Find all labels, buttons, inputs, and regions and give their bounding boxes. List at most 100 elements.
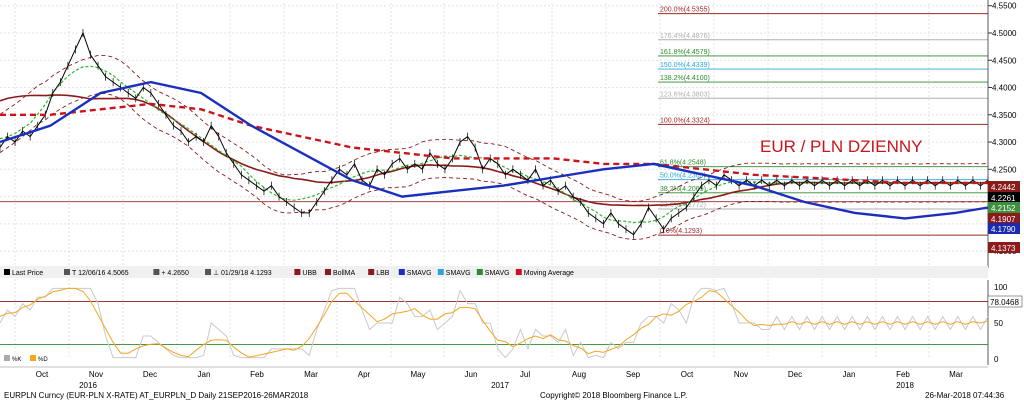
price-box [988, 223, 1020, 234]
y-tick-label: 4.4000 [992, 84, 1017, 93]
legend-label: SMAVG [485, 270, 510, 277]
fib-label: 100.0%(4.3324) [660, 117, 710, 124]
legend-swatch [4, 269, 10, 275]
x-tick-label: Oct [36, 370, 49, 379]
fib-label: 138.2%(4.4100) [660, 75, 710, 82]
oscillator-legend-label: %D [38, 357, 48, 363]
legend-label: T 12/06/16 4.5065 [72, 270, 129, 277]
fib-label: 23.6%(4.1772) [660, 202, 706, 209]
legend-swatch [64, 269, 70, 275]
x-tick-label: Apr [358, 370, 371, 379]
oscillator-panel: 100 50 0 78.0468 %K %D [0, 280, 1023, 365]
x-tick-label: Nov [734, 370, 748, 379]
x-tick-label: Jan [198, 370, 211, 379]
x-tick-label: Dec [143, 370, 157, 379]
x-year-label: 2016 [79, 381, 97, 390]
legend-label: LBB [376, 270, 390, 277]
legend-label: Last Price [12, 270, 43, 277]
x-tick-label: Mar [949, 370, 963, 379]
price-box-label: 4.1790 [991, 225, 1016, 234]
price-box [988, 192, 1020, 203]
x-tick-label: Aug [572, 370, 586, 379]
price-box-label: 4.2261 [991, 194, 1016, 203]
x-tick-label: Nov [89, 370, 103, 379]
x-axis: Oct Nov Dec Jan Feb Mar Apr May Jun Jul Aug Sep Oct N… [0, 366, 988, 390]
x-tick-label: Jan [843, 370, 856, 379]
x-tick-label: Jul [520, 370, 530, 379]
legend-swatch [368, 269, 375, 275]
legend-background [0, 266, 988, 278]
fib-label: 61.8%(4.2548) [660, 160, 706, 167]
fib-label: 0.0%(4.1293) [660, 228, 702, 235]
fib-label: 150.0%(4.4339) [660, 62, 710, 69]
legend-label: + 4.2650 [161, 270, 189, 277]
oscillator-d-line [0, 287, 989, 358]
chart-annotation-title: EUR / PLN DZIENNY [760, 137, 922, 156]
price-box-label: 4.1907 [991, 215, 1016, 224]
series-line-2 [0, 80, 989, 220]
price-box [988, 242, 1020, 253]
price-box-label: 4.1373 [991, 244, 1016, 253]
fib-label: 161.8%(4.4579) [660, 49, 710, 56]
fib-label: 200.0%(4.5355) [660, 7, 710, 14]
oscillator-value-box [987, 295, 1023, 308]
legend-swatch [205, 269, 211, 275]
oscillator-tick-label: 0 [994, 355, 999, 364]
legend-label: Moving Average [524, 270, 574, 277]
y-tick-label: 4.3000 [992, 138, 1017, 147]
y-tick-label: 4.5000 [992, 29, 1017, 38]
legend-swatch [515, 269, 522, 275]
y-tick-label: 4.3500 [992, 111, 1017, 120]
price-box [988, 181, 1020, 192]
footer-copyright: Copyright© 2018 Bloomberg Finance L.P. [540, 391, 687, 400]
footer: EURPLN Curncy (EUR-PLN X-RATE) AT_EURPLN… [4, 391, 1005, 400]
legend-swatch [153, 269, 160, 275]
legend-label: SMAVG [446, 270, 471, 277]
x-tick-label: Mar [304, 370, 318, 379]
x-tick-label: Feb [250, 370, 264, 379]
y-tick-label: 4.2500 [992, 165, 1017, 174]
x-year-label: 2017 [491, 381, 509, 390]
y-tick-label: 4.4500 [992, 56, 1017, 65]
legend-label: BollMA [333, 270, 356, 277]
x-tick-label: Feb [896, 370, 910, 379]
legend-swatch [398, 269, 405, 275]
series-line-1 [0, 102, 988, 185]
x-tick-label: Jun [465, 370, 478, 379]
legend-swatch [294, 269, 301, 275]
fib-label: 50.0%(4.2309) [660, 173, 706, 180]
fibonacci-levels: 200.0%(4.5355) 176.4%(4.4876) 161.8%(4.457… [0, 7, 988, 236]
fib-label: 176.4%(4.4876) [660, 33, 710, 40]
y-tick-label: 4.5500 [992, 2, 1017, 11]
price-box [988, 202, 1020, 213]
legend-swatch [437, 269, 444, 275]
footer-timestamp: 26-Mar-2018 07:44:36 [925, 391, 1005, 400]
lower-band [0, 93, 989, 241]
x-tick-label: Oct [681, 370, 694, 379]
price-box-label: 4.2152 [991, 204, 1016, 213]
legend-swatch [476, 269, 483, 275]
price-series [0, 28, 989, 239]
oscillator-value-label: 78.0468 [990, 298, 1019, 307]
legend-label: ⊥ 01/29/18 4.1293 [213, 270, 272, 277]
x-tick-label: Dec [788, 370, 802, 379]
x-tick-label: Sep [626, 370, 641, 379]
legend-label: UBB [302, 270, 317, 277]
oscillator-tick-label: 100 [994, 283, 1008, 292]
series-line-0 [0, 31, 989, 236]
price-box [988, 213, 1020, 224]
fib-label: 38.2%(4.2069) [660, 186, 706, 193]
oscillator-legend-swatch [30, 355, 36, 361]
x-year-label: 2018 [896, 381, 914, 390]
footer-ticker: EURPLN Curncy (EUR-PLN X-RATE) AT_EURPLN… [4, 391, 309, 400]
price-box-label: 4.2442 [991, 183, 1016, 192]
oscillator-legend-swatch [4, 355, 10, 361]
oscillator-legend-label: %K [12, 357, 21, 363]
legend-label: SMAVG [407, 270, 432, 277]
oscillator-tick-label: 50 [994, 319, 1003, 328]
fib-label: 123.6%(4.3803) [660, 91, 710, 98]
upper-band [0, 54, 989, 202]
legend-swatch [325, 269, 331, 275]
